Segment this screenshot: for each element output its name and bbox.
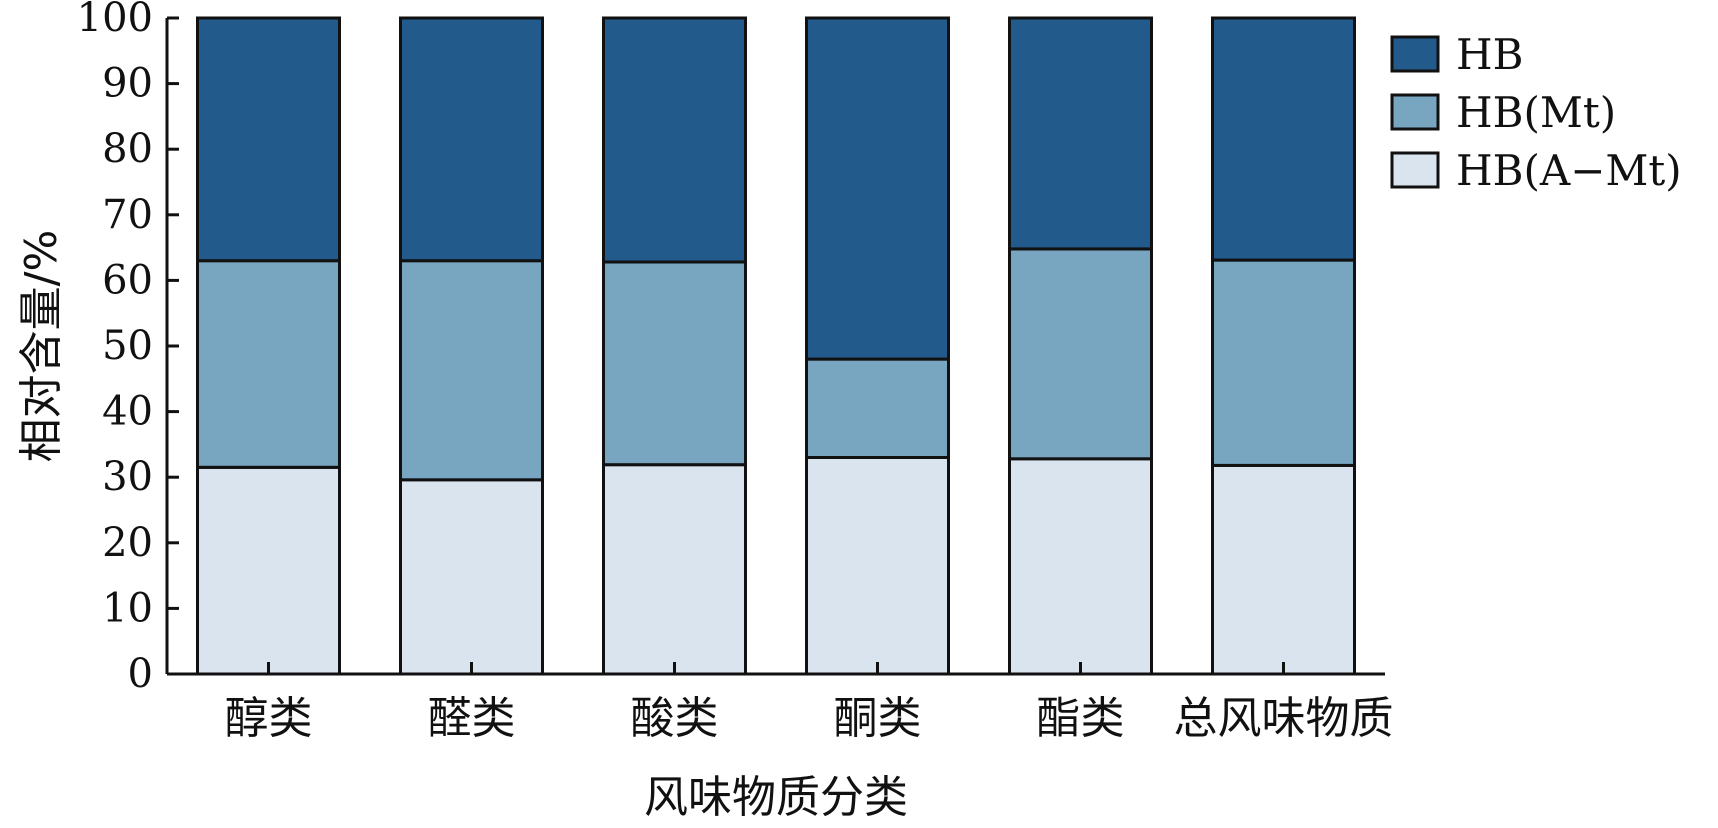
bar-segment-2-series-1	[399, 478, 544, 676]
x-tick-label: 醇类	[225, 693, 313, 744]
y-tick-label: 80	[102, 126, 153, 172]
legend-swatch	[1390, 35, 1440, 73]
bar-segment-5-series-3	[1008, 16, 1153, 251]
legend: HB HB(Mt) HB(A−Mt)	[1390, 30, 1682, 195]
y-tick-label: 20	[102, 520, 153, 566]
x-tick-label: 酮类	[834, 693, 922, 744]
x-tick-label: 总风味物质	[1174, 693, 1394, 744]
y-tick-label: 100	[77, 0, 153, 41]
legend-label: HB	[1456, 30, 1524, 79]
bars-group	[196, 16, 1356, 676]
bar-segment-3-series-3	[602, 16, 747, 264]
x-ticks-group: 醇类 醛类 酸类 酮类 酯类 总风味物质	[225, 662, 1394, 744]
legend-label: HB(A−Mt)	[1456, 146, 1682, 195]
y-tick-label: 60	[102, 257, 153, 303]
bar-segment-3-series-2	[602, 260, 747, 467]
legend-label: HB(Mt)	[1456, 88, 1616, 137]
bar-segment-4-series-2	[805, 357, 950, 460]
legend-swatch	[1390, 93, 1440, 131]
bar-segment-1-series-3	[196, 16, 341, 263]
bar-segment-2-series-2	[399, 259, 544, 482]
x-tick-label: 酸类	[631, 693, 719, 744]
bar-segment-6-series-2	[1211, 258, 1356, 467]
bar-segment-4-series-1	[805, 456, 950, 676]
bar-segment-4-series-3	[805, 16, 950, 361]
bar-segment-1-series-2	[196, 259, 341, 469]
bar-segment-2-series-3	[399, 16, 544, 263]
bar-segment-5-series-1	[1008, 457, 1153, 676]
x-tick-label: 醛类	[428, 693, 516, 744]
bar-segment-1-series-1	[196, 465, 341, 676]
y-tick-label: 10	[102, 585, 153, 631]
x-axis-title: 风味物质分类	[644, 772, 908, 823]
y-tick-label: 30	[102, 454, 153, 500]
y-tick-label: 70	[102, 192, 153, 238]
bar-segment-5-series-2	[1008, 247, 1153, 461]
y-tick-label: 90	[102, 61, 153, 107]
y-tick-label: 0	[128, 651, 153, 697]
y-ticks-group: 0 10 20 30 40 50 60 70 80 90 100	[77, 0, 179, 697]
axes-group	[165, 18, 1385, 676]
bar-segment-6-series-3	[1211, 16, 1356, 262]
legend-swatch	[1390, 151, 1440, 189]
y-tick-label: 40	[102, 389, 153, 435]
y-tick-label: 50	[102, 323, 153, 369]
x-tick-label: 酯类	[1037, 693, 1125, 744]
bar-segment-6-series-1	[1211, 463, 1356, 676]
y-axis-title: 相对含量/%	[16, 230, 67, 463]
bar-segment-3-series-1	[602, 463, 747, 676]
